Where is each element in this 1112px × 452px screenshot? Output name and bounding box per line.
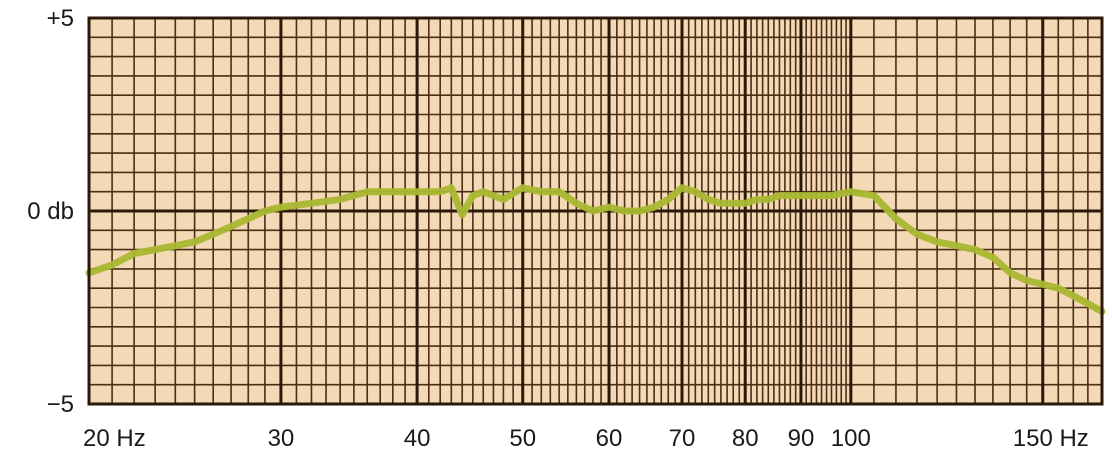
x-tick-label: 100 [831,425,871,452]
y-tick-label: 0 db [27,198,74,225]
x-tick-label: 150 Hz [1013,425,1089,452]
y-tick-labels: +5 0 db −5 [27,5,74,418]
y-tick-label: +5 [47,5,74,32]
x-tick-label: 30 [268,425,295,452]
plot-frame-layer [87,16,1104,406]
x-tick-label: 70 [669,425,696,452]
x-tick-label: 80 [732,425,759,452]
x-tick-label: 40 [404,425,431,452]
x-tick-label: 60 [596,425,623,452]
curve-layer [85,184,1106,315]
response-curve [85,184,1106,315]
x-tick-label: 20 Hz [83,425,146,452]
x-tick-label: 90 [788,425,815,452]
y-tick-label: −5 [47,391,74,418]
x-tick-labels: 20 Hz 30 40 50 60 70 80 90 100 150 Hz [83,425,1089,452]
plot-frame [87,16,1104,406]
x-tick-label: 50 [509,425,536,452]
